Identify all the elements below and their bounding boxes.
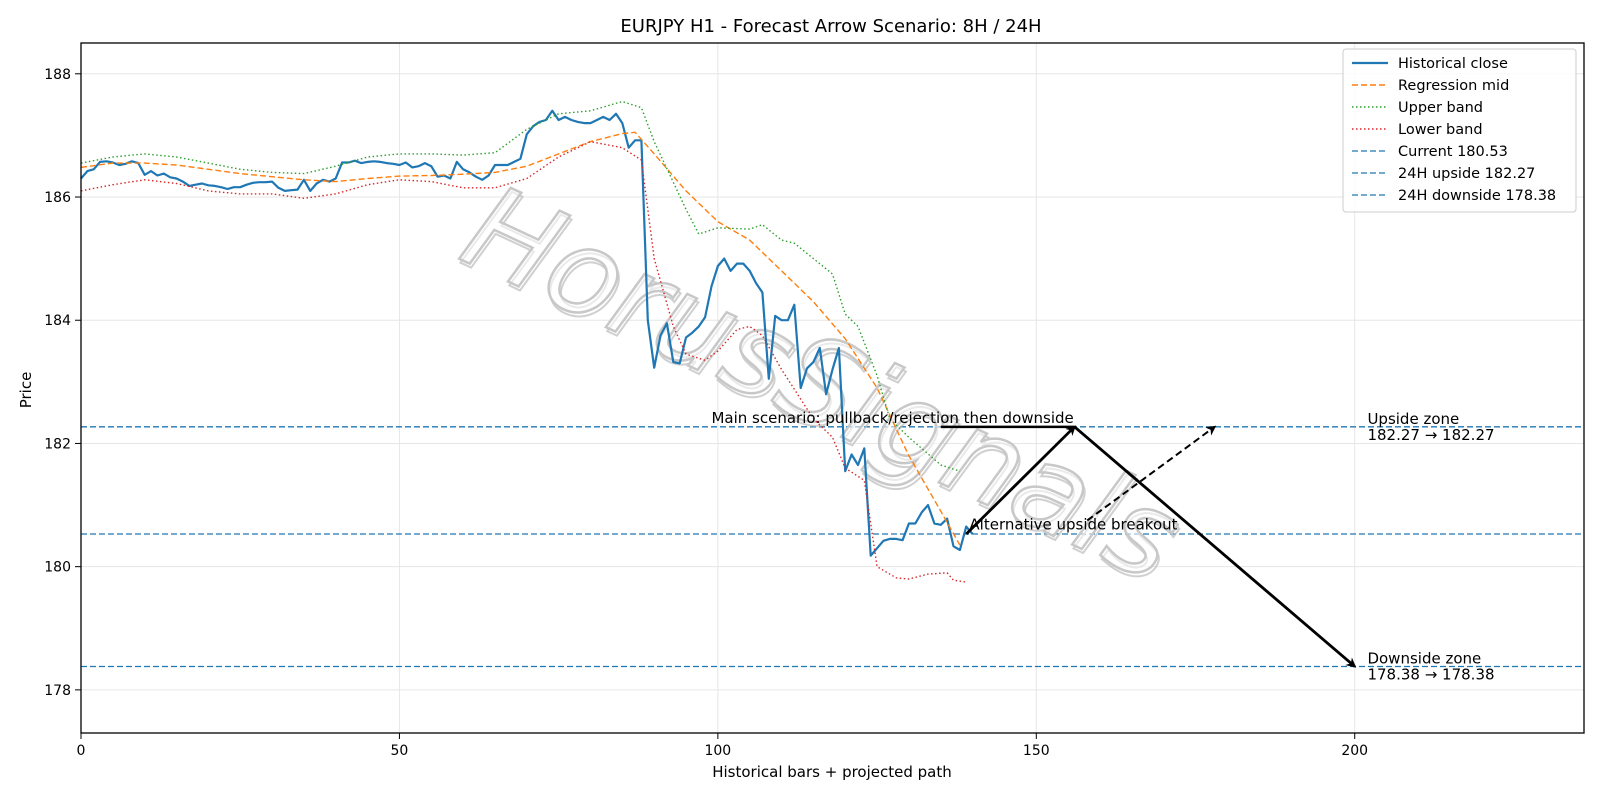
upside-zone-range: 182.27 → 182.27 [1367, 426, 1494, 444]
legend-box [1342, 48, 1577, 213]
watermark: HorusSignals HorusSignals [443, 156, 1203, 613]
regression-mid-line [80, 131, 961, 546]
main-scenario-label: Main scenario: pullback/rejection then d… [711, 409, 1073, 427]
x-tick-label: 200 [1341, 743, 1368, 759]
y-tick-label: 184 [44, 313, 71, 329]
forecast-arrows [940, 425, 1357, 668]
plot-frame [80, 42, 1585, 734]
main-scenario-arrow [1073, 425, 1357, 668]
y-tick-label: 188 [44, 67, 71, 83]
y-tick-label: 186 [44, 190, 71, 206]
downside-zone-range: 178.38 → 178.38 [1367, 665, 1494, 683]
x-axis-label: Historical bars + projected path [712, 763, 952, 781]
x-tick-label: 100 [704, 743, 731, 759]
alternative-scenario-label: Alternative upside breakout [969, 516, 1177, 534]
reference-lines [81, 426, 1584, 668]
legend-entry: Lower band [1398, 122, 1483, 138]
legend-entry: Regression mid [1398, 78, 1509, 94]
upside-zone-label: Upside zone [1367, 410, 1459, 428]
x-tick-label: 0 [77, 743, 86, 759]
legend: Historical close Regression mid Upper band… [1342, 48, 1577, 213]
series [80, 100, 974, 583]
axis-ticks: 0 50 100 150 200 178 180 182 184 186 188 [44, 67, 1368, 759]
legend-entry: 24H downside 178.38 [1398, 188, 1556, 204]
y-axis-label: Price [17, 372, 35, 409]
legend-entry: Historical close [1398, 56, 1508, 72]
lower-band-line [80, 140, 967, 583]
chart-title: EURJPY H1 - Forecast Arrow Scenario: 8H … [620, 16, 1041, 37]
historical-close-line [80, 109, 974, 557]
y-tick-label: 180 [44, 560, 71, 576]
main-scenario-arrow [965, 425, 1076, 536]
legend-entry: 24H upside 182.27 [1398, 166, 1535, 182]
upper-band-line [80, 100, 961, 472]
y-tick-label: 182 [44, 436, 71, 452]
legend-entry: Upper band [1398, 100, 1483, 116]
downside-zone-label: Downside zone [1367, 649, 1481, 667]
svg-text:HorusSignals: HorusSignals [444, 158, 1200, 608]
alternative-arrow [1086, 425, 1217, 522]
legend-entry: Current 180.53 [1398, 144, 1508, 160]
annotations: Main scenario: pullback/rejection then d… [711, 409, 1494, 683]
grid [80, 43, 1584, 733]
y-tick-label: 178 [44, 683, 71, 699]
x-tick-label: 50 [391, 743, 409, 759]
x-tick-label: 150 [1023, 743, 1050, 759]
